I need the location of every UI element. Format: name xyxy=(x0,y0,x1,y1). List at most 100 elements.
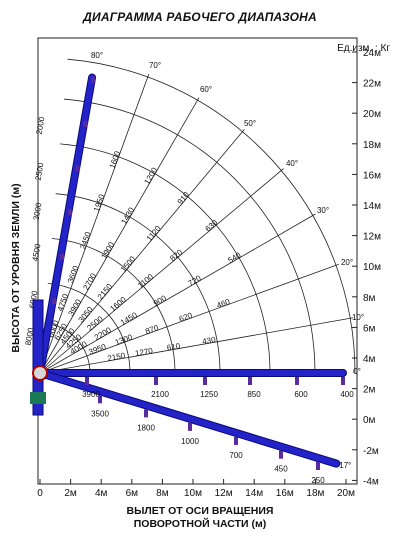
load-value-label: 2700 xyxy=(81,271,98,291)
load-value-label: 720 xyxy=(187,273,204,288)
angle-label: 70° xyxy=(149,61,161,70)
angle-ray xyxy=(39,168,284,374)
boom-80deg xyxy=(37,74,96,376)
x-tick-label: 8м xyxy=(156,488,169,499)
x-axis-label-line2: ПОВОРОТНОЙ ЧАСТИ (м) xyxy=(133,518,267,530)
load-value-label: 540 xyxy=(226,250,243,265)
boom-80-load-label: 4500 xyxy=(31,242,43,262)
load-value-label: 460 xyxy=(216,297,232,310)
boom-neg17-load-label: 1800 xyxy=(137,423,155,432)
load-value-label: 430 xyxy=(202,335,217,346)
crane-mast xyxy=(32,299,44,416)
y-tick-label: 4м xyxy=(363,354,376,365)
load-value-label: 900 xyxy=(152,293,169,308)
hook-marker xyxy=(203,377,207,385)
boom-neg17-load-label: 3500 xyxy=(91,409,109,418)
y-tick-label: 0м xyxy=(363,415,376,426)
hook-marker xyxy=(83,120,88,127)
boom-0-load-label: 2100 xyxy=(151,390,169,399)
x-tick-label: 4м xyxy=(95,488,108,499)
boom-minus17deg xyxy=(37,370,340,467)
load-value-label: 1900 xyxy=(99,240,116,260)
boom-neg17-load-label: 700 xyxy=(229,451,243,460)
angle-label: 50° xyxy=(244,119,256,128)
x-tick-label: 6м xyxy=(126,488,139,499)
angle-ray xyxy=(39,97,200,374)
angle-label: 0° xyxy=(353,367,361,376)
units-label: Ед.изм. : Кг xyxy=(337,43,390,54)
boom-80-load-label: 2000 xyxy=(35,115,47,135)
crane-base xyxy=(30,392,46,404)
angle-ray xyxy=(39,129,245,374)
angle-label: 60° xyxy=(200,85,212,94)
angle-label: 80° xyxy=(91,51,103,60)
hook-marker xyxy=(295,377,299,385)
y-tick-label: 22м xyxy=(363,79,381,90)
y-tick-label: 14м xyxy=(363,201,381,212)
range-arc xyxy=(60,143,271,374)
hook-marker xyxy=(341,377,345,385)
load-value-label: 1120 xyxy=(145,224,163,243)
hook-marker xyxy=(188,422,192,431)
boom-neg17-load-label: 250 xyxy=(311,476,325,485)
boom-0-load-label: 600 xyxy=(294,390,308,399)
hook-marker xyxy=(52,298,57,305)
pivot-joint xyxy=(32,365,48,381)
y-tick-label: 10м xyxy=(363,262,381,273)
boom-0-load-label: 400 xyxy=(340,390,354,399)
load-value-label: 1500 xyxy=(119,254,138,274)
angle-label: -17° xyxy=(337,461,352,470)
y-tick-label: 12м xyxy=(363,232,381,243)
y-tick-label: 24м xyxy=(363,48,381,59)
range-arc xyxy=(51,238,176,374)
angle-label: 20° xyxy=(341,258,353,267)
angle-label: 10° xyxy=(352,313,364,322)
x-tick-label: 14м xyxy=(245,488,263,499)
angle-label: 30° xyxy=(317,206,329,215)
hook-marker xyxy=(98,395,102,404)
range-arc xyxy=(67,58,356,374)
boom-0-load-label: 1250 xyxy=(200,390,218,399)
load-value-label: 1430 xyxy=(119,205,136,225)
hook-marker xyxy=(279,450,283,459)
load-value-label: 910 xyxy=(176,190,192,206)
load-value-label: 620 xyxy=(178,311,194,324)
hook-marker xyxy=(91,76,96,83)
range-arc xyxy=(63,98,316,374)
load-value-label: 2150 xyxy=(107,351,127,363)
y-tick-label: 18м xyxy=(363,140,381,151)
x-tick-label: 18м xyxy=(306,488,324,499)
angle-ray xyxy=(39,317,354,374)
load-value-label: 1600 xyxy=(108,149,123,169)
x-tick-label: 16м xyxy=(276,488,294,499)
load-value-label: 610 xyxy=(166,341,181,352)
y-tick-label: 20м xyxy=(363,109,381,120)
boom-80-load-label: 3000 xyxy=(32,201,44,221)
load-value-label: 1270 xyxy=(134,346,154,358)
x-axis-label-line1: ВЫЛЕТ ОТ ОСИ ВРАЩЕНИЯ xyxy=(126,505,274,517)
y-tick-label: 16м xyxy=(363,170,381,181)
y-tick-label: -4м xyxy=(363,476,379,487)
y-tick-label: 6м xyxy=(363,323,376,334)
y-tick-label: 2м xyxy=(363,385,376,396)
hook-marker xyxy=(60,253,65,260)
angle-label: 40° xyxy=(286,159,298,168)
angle-ray xyxy=(39,213,316,374)
x-tick-label: 10м xyxy=(184,488,202,499)
hook-marker xyxy=(85,377,89,385)
load-value-label: 1300 xyxy=(114,332,134,347)
load-value-label: 2150 xyxy=(96,282,115,302)
x-tick-label: 20м xyxy=(337,488,355,499)
chart-frame xyxy=(37,37,358,485)
hook-marker xyxy=(234,436,238,445)
hook-marker xyxy=(144,409,148,418)
boom-0-load-label: 850 xyxy=(247,390,261,399)
angle-ray xyxy=(39,74,150,374)
hook-marker xyxy=(316,461,320,470)
hook-marker xyxy=(154,377,158,385)
load-value-label: 630 xyxy=(204,218,220,234)
boom-0-load-label: 3900 xyxy=(82,390,100,399)
hook-marker xyxy=(67,209,72,216)
